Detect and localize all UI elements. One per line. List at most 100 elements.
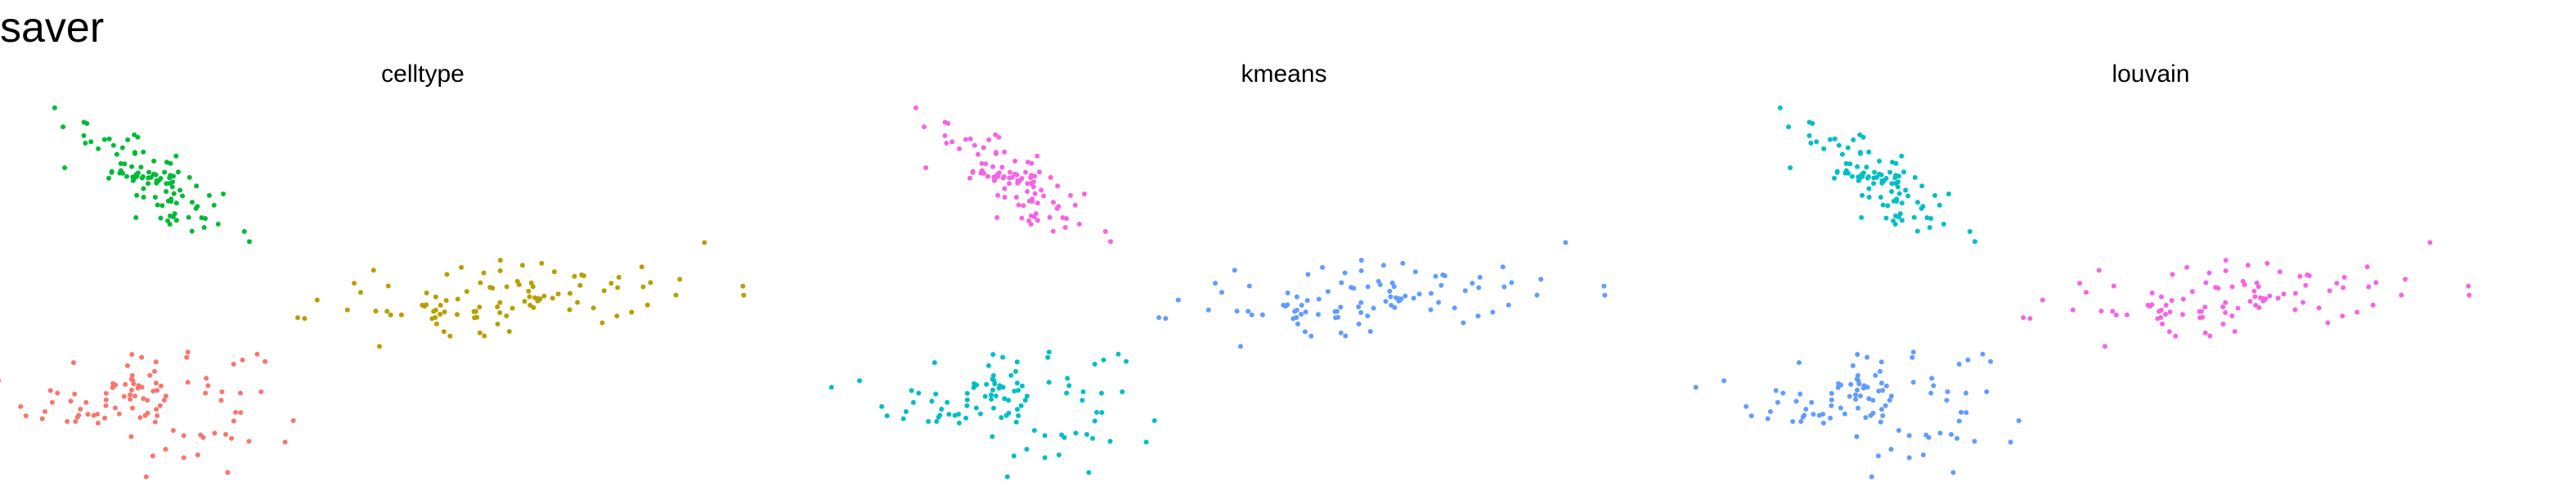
scatter-point	[1014, 172, 1020, 178]
scatter-point	[1055, 183, 1061, 189]
scatter-point	[967, 136, 973, 142]
scatter-point	[388, 312, 393, 318]
scatter-point	[1388, 294, 1393, 300]
scatter-point	[1000, 385, 1006, 390]
scatter-point	[1744, 403, 1749, 409]
scatter-point	[526, 288, 532, 294]
scatter-point	[1980, 351, 1986, 357]
scatter-point	[2304, 272, 2310, 277]
scatter-point	[139, 354, 145, 360]
scatter-point	[215, 221, 221, 227]
scatter-point	[1120, 389, 1125, 394]
scatter-point	[1001, 173, 1007, 179]
scatter-point	[2264, 260, 2270, 266]
scatter-point	[904, 409, 909, 414]
scatter-point	[1868, 412, 1874, 418]
scatter-point	[132, 393, 137, 399]
scatter-point	[1046, 380, 1052, 385]
scatter-point	[970, 169, 976, 175]
scatter-point	[153, 172, 159, 178]
scatter-point	[2016, 418, 2022, 423]
scatter-point	[141, 195, 146, 200]
scatter-point	[302, 316, 307, 322]
scatter-point	[1245, 309, 1251, 314]
scatter-point	[1076, 221, 1082, 227]
scatter-point	[438, 303, 443, 308]
scatter-point	[2189, 289, 2195, 295]
scatter-point	[516, 282, 522, 287]
scatter-point	[2256, 304, 2262, 310]
scatter-point	[141, 396, 146, 402]
scatter-point	[444, 272, 450, 277]
scatter-point	[1829, 390, 1834, 396]
scatter-point	[91, 412, 96, 418]
scatter-point	[945, 120, 951, 126]
scatter-point	[1899, 218, 1905, 223]
scatter-point	[1870, 398, 1876, 403]
scatter-point	[1299, 312, 1304, 317]
scatter-point	[171, 191, 177, 196]
scatter-point	[1878, 195, 1883, 200]
scatter-point	[926, 419, 931, 424]
panel-kmeans	[828, 105, 1608, 480]
scatter-point	[110, 142, 116, 148]
scatter-point	[2325, 320, 2331, 326]
scatter-point	[1037, 169, 1042, 175]
scatter-point	[2366, 284, 2372, 290]
scatter-point	[125, 137, 131, 142]
scatter-point	[490, 286, 496, 291]
scatter-point	[884, 413, 890, 419]
scatter-point	[2040, 297, 2045, 303]
scatter-point	[1949, 431, 1954, 437]
scatter-point	[1903, 187, 1909, 193]
scatter-point	[211, 202, 217, 208]
scatter-point	[168, 160, 173, 166]
scatter-point	[2155, 316, 2161, 322]
scatter-point	[949, 139, 955, 145]
scatter-point	[1864, 164, 1869, 170]
scatter-point	[1891, 218, 1896, 223]
scatter-point	[189, 228, 195, 234]
scatter-point	[1887, 169, 1893, 175]
scatter-point	[152, 368, 157, 374]
scatter-point	[1832, 136, 1838, 142]
scatter-point	[81, 133, 87, 138]
scatter-point	[135, 134, 141, 140]
scatter-point	[1015, 407, 1020, 412]
scatter-point	[165, 218, 171, 223]
scatter-point	[1800, 414, 1806, 420]
scatter-point	[2111, 283, 2116, 289]
scatter-point	[1967, 228, 1972, 234]
scatter-point	[110, 381, 116, 386]
scatter-point	[519, 263, 525, 268]
scatter-point	[1295, 321, 1300, 327]
scatter-point	[1838, 405, 1843, 411]
scatter-point	[963, 137, 968, 142]
scatter-point	[1048, 174, 1053, 180]
scatter-point	[143, 474, 149, 480]
scatter-point	[1064, 216, 1070, 221]
scatter-point	[1402, 293, 1408, 299]
scatter-point	[1876, 388, 1882, 394]
scatter-point	[1895, 184, 1901, 190]
scatter-point	[1820, 421, 1826, 426]
scatter-point	[481, 270, 487, 276]
scatter-point	[1896, 179, 1901, 185]
scatter-point	[2251, 288, 2257, 294]
scatter-point	[146, 181, 151, 187]
scatter-point	[18, 403, 24, 409]
scatter-point	[2084, 290, 2089, 295]
scatter-point	[1008, 169, 1013, 175]
scatter-point	[199, 215, 204, 220]
scatter-point	[1065, 376, 1070, 381]
scatter-point	[2202, 330, 2208, 336]
scatter-point	[23, 413, 29, 419]
scatter-point	[1062, 225, 1068, 230]
scatter-point	[2223, 300, 2228, 305]
scatter-point	[1865, 173, 1871, 179]
scatter-point	[1854, 434, 1860, 439]
scatter-point	[1872, 169, 1878, 175]
scatter-point	[1911, 214, 1917, 220]
scatter-point	[1893, 213, 1898, 218]
scatter-point	[1896, 428, 1901, 433]
